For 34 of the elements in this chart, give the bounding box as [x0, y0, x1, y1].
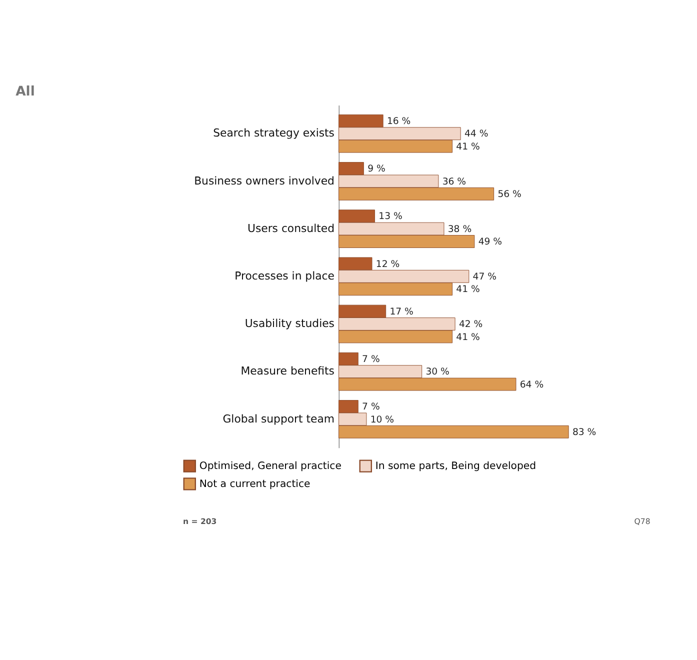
data-label: 38 %: [448, 224, 472, 235]
data-label: 13 %: [378, 211, 402, 222]
data-label: 7 %: [362, 402, 380, 413]
y-tick-label: Measure benefits: [240, 364, 335, 378]
data-label: 41 %: [456, 141, 480, 152]
y-tick-label: Users consulted: [247, 222, 334, 235]
text: Q78: [634, 517, 650, 526]
data-label: 47 %: [472, 272, 497, 283]
y-tick-label: Search strategy exists: [213, 126, 335, 140]
data-label: 49 %: [478, 236, 502, 248]
legend-label: In some parts, Being developed: [375, 461, 536, 472]
data-label: 7 %: [362, 354, 380, 366]
y-tick-label: Global support team: [222, 412, 334, 426]
y-tick-label: Business owners involved: [194, 174, 334, 188]
data-label: 16 %: [386, 116, 411, 128]
text: n = 203: [183, 517, 217, 526]
legend-label: Optimised, General practice: [199, 461, 342, 472]
data-label: 9 %: [368, 164, 386, 175]
legend-label: Not a current practice: [199, 479, 310, 490]
data-label: 56 %: [498, 189, 522, 200]
data-label: 30 %: [426, 366, 450, 378]
data-label: 36 %: [442, 176, 466, 188]
data-label: 64 %: [520, 379, 544, 390]
data-label: 41 %: [456, 284, 480, 296]
data-label: 41 %: [456, 332, 480, 343]
data-label: 44 %: [464, 128, 488, 140]
data-label: 42 %: [458, 319, 483, 330]
data-label: 10 %: [370, 414, 394, 426]
data-label: 83 %: [572, 426, 596, 438]
data-label: 17 %: [390, 306, 414, 318]
y-tick-label: Processes in place: [234, 270, 335, 283]
y-tick-label: Usability studies: [244, 317, 335, 330]
data-label: 12 %: [376, 258, 400, 270]
text: All: [16, 84, 35, 100]
